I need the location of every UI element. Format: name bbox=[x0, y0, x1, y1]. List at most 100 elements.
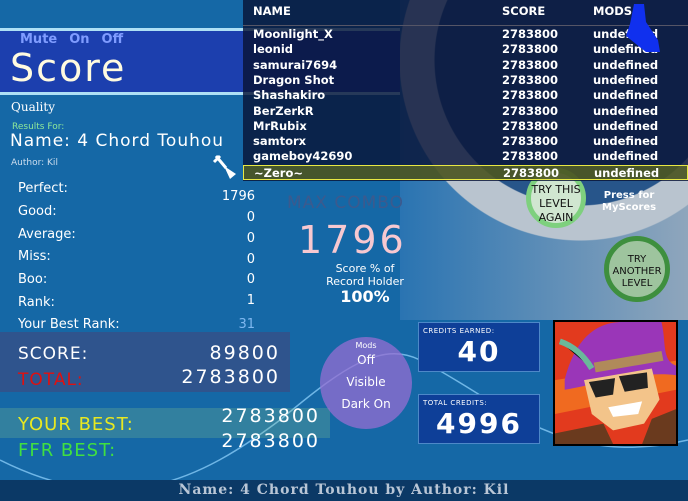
stat-average-label: Average: bbox=[18, 227, 76, 242]
try-this-level-again-button[interactable]: TRY THIS LEVEL AGAIN bbox=[526, 168, 586, 228]
player-score: 2783800 bbox=[502, 27, 559, 41]
leaderboard-row: ~Zero~ 2783800 undefined bbox=[243, 164, 688, 180]
leaderboard-row: Dragon Shot 2783800 undefined bbox=[243, 73, 688, 88]
col-name-header: NAME bbox=[253, 4, 291, 18]
player-name: leonid bbox=[253, 42, 294, 57]
player-mods: undefined bbox=[594, 165, 660, 180]
mute-off-button[interactable]: Off bbox=[101, 32, 124, 47]
player-mods: undefined bbox=[593, 88, 659, 103]
avatar bbox=[553, 320, 678, 446]
stat-rank-value: 1 bbox=[246, 293, 255, 308]
stat-miss-label: Miss: bbox=[18, 249, 51, 264]
credits-earned-value: 40 bbox=[457, 335, 501, 368]
mute-on-button[interactable]: On bbox=[69, 32, 90, 47]
leaderboard-row: Shashakiro 2783800 undefined bbox=[243, 88, 688, 103]
try-another-level-button[interactable]: TRY ANOTHER LEVEL bbox=[604, 236, 670, 302]
player-name: Dragon Shot bbox=[253, 72, 335, 87]
song-name: Name: 4 Chord Touhou bbox=[10, 131, 225, 151]
footer-song-info: Name: 4 Chord Touhou by Author: Kil bbox=[0, 480, 688, 501]
player-mods: undefined bbox=[593, 103, 659, 118]
stat-best-rank-value: 31 bbox=[238, 317, 255, 332]
mute-toggle: Mute On Off bbox=[20, 32, 135, 47]
mod-item: Dark On bbox=[341, 397, 391, 411]
credits-earned-box: CREDITS EARNED: 40 bbox=[418, 322, 540, 372]
total-credits-value: 4996 bbox=[436, 407, 522, 440]
try-again-line2: LEVEL bbox=[539, 197, 573, 210]
try-another-line1: TRY bbox=[627, 254, 647, 265]
press-for-label: Press for bbox=[603, 190, 655, 201]
total-credits-box: TOTAL CREDITS: 4996 bbox=[418, 394, 540, 444]
leaderboard-row: MrRubix 2783800 undefined bbox=[243, 119, 688, 134]
total-credits-label: TOTAL CREDITS: bbox=[423, 399, 488, 407]
mod-item: Visible bbox=[346, 375, 386, 389]
leaderboard-row: BerZerkR 2783800 undefined bbox=[243, 104, 688, 119]
record-pct-label-line2: Record Holder bbox=[326, 275, 404, 288]
shoe-icon bbox=[626, 4, 660, 52]
leaderboard-row: samtorx 2783800 undefined bbox=[243, 134, 688, 149]
player-name: gameboy42690 bbox=[253, 149, 353, 164]
player-name: samtorx bbox=[253, 134, 307, 149]
player-name: BerZerkR bbox=[253, 103, 314, 118]
player-score: 2783800 bbox=[502, 88, 559, 103]
player-name: Shashakiro bbox=[253, 88, 326, 103]
stat-average-value: 0 bbox=[246, 231, 255, 246]
try-another-line2: ANOTHER bbox=[612, 266, 662, 277]
try-again-line3: AGAIN bbox=[538, 211, 574, 224]
player-score: 2783800 bbox=[502, 149, 559, 164]
credits-earned-label: CREDITS EARNED: bbox=[423, 327, 495, 335]
leaderboard-row: samurai7694 2783800 undefined bbox=[243, 58, 688, 73]
player-mods: undefined bbox=[593, 118, 659, 133]
stat-boo-value: 0 bbox=[246, 272, 255, 287]
stat-best-rank-label: Your Best Rank: bbox=[18, 317, 120, 332]
stat-rank-label: Rank: bbox=[18, 295, 55, 310]
max-combo-value: 1796 bbox=[298, 218, 407, 262]
score-label: SCORE: bbox=[18, 344, 89, 364]
player-score: 2783800 bbox=[502, 72, 559, 87]
player-mods: undefined bbox=[593, 149, 659, 164]
your-best-label: YOUR BEST: bbox=[18, 414, 134, 435]
quality-label: Quality bbox=[11, 100, 55, 114]
col-mods-header: MODS bbox=[593, 4, 633, 18]
total-label: TOTAL: bbox=[18, 370, 84, 390]
score-value: 89800 bbox=[209, 342, 280, 364]
ffr-best-label: FFR BEST: bbox=[18, 440, 117, 461]
your-best-value: 2783800 bbox=[221, 405, 320, 427]
stat-good-label: Good: bbox=[18, 204, 57, 219]
total-value: 2783800 bbox=[181, 366, 280, 388]
leaderboard-header: NAME SCORE MODS bbox=[243, 4, 688, 26]
my-scores-label: MyScores bbox=[602, 202, 657, 213]
max-combo-label: MAX COMBO bbox=[287, 193, 405, 213]
leaderboard: NAME SCORE MODS Moonlight_X 2783800 undefi… bbox=[243, 0, 688, 181]
player-mods: undefined bbox=[593, 72, 659, 87]
player-mods: undefined bbox=[593, 57, 659, 72]
results-for-label: Results For: bbox=[12, 122, 65, 132]
song-author: Author: Kil bbox=[11, 158, 58, 168]
score-band bbox=[0, 332, 290, 392]
player-score: 2783800 bbox=[502, 103, 559, 118]
mods-circle: Mods Off Visible Dark On bbox=[320, 337, 412, 429]
player-name: samurai7694 bbox=[253, 57, 338, 72]
mute-label: Mute bbox=[20, 32, 58, 47]
try-another-line3: LEVEL bbox=[621, 278, 653, 289]
my-scores-button[interactable]: Press for MyScores bbox=[602, 190, 656, 214]
player-mods: undefined bbox=[593, 134, 659, 149]
mod-item: Off bbox=[357, 353, 375, 367]
record-pct-label: Score % of Record Holder bbox=[300, 262, 430, 288]
record-pct-label-line1: Score % of bbox=[335, 262, 395, 275]
player-score: 2783800 bbox=[502, 57, 559, 72]
player-score: 2783800 bbox=[503, 165, 560, 180]
page-title: Score bbox=[10, 46, 127, 90]
col-score-header: SCORE bbox=[502, 4, 546, 18]
stat-perfect-label: Perfect: bbox=[18, 181, 68, 196]
best-band bbox=[0, 408, 330, 438]
stat-miss-value: 0 bbox=[246, 252, 255, 267]
stat-good-value: 0 bbox=[246, 210, 255, 225]
leaderboard-row: leonid 2783800 undefined bbox=[243, 42, 688, 57]
player-score: 2783800 bbox=[502, 118, 559, 133]
stat-boo-label: Boo: bbox=[18, 272, 48, 287]
mods-title: Mods bbox=[355, 341, 377, 350]
player-score: 2783800 bbox=[502, 134, 559, 149]
record-pct-value: 100% bbox=[340, 287, 390, 306]
player-name: Moonlight_X bbox=[253, 27, 333, 41]
player-name: ~Zero~ bbox=[254, 165, 303, 180]
